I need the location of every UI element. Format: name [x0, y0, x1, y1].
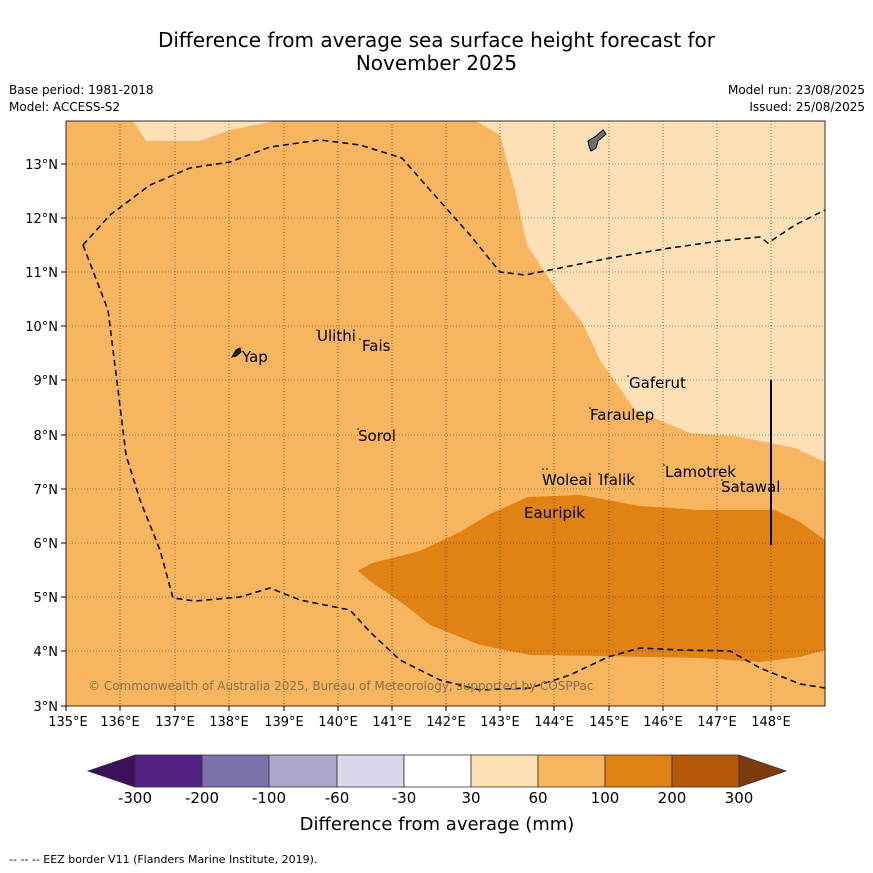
colorbar-tick: 30 [461, 789, 480, 807]
lon-label: 141°E [372, 715, 412, 730]
colorbar [86, 754, 788, 788]
lon-label: 143°E [480, 715, 520, 730]
colorbar-tick: -200 [185, 789, 219, 807]
guam-island [587, 129, 607, 152]
map-grid [66, 121, 825, 706]
map-title-line1: Difference from average sea surface heig… [157, 28, 716, 52]
colorbar-extend-low [86, 754, 136, 788]
model-name: Model: ACCESS-S2 [9, 100, 121, 114]
atoll-dots [316, 329, 723, 481]
lat-label: 10°N [25, 320, 58, 335]
colorbar-tick: 300 [725, 789, 754, 807]
place-label: Lamotrek [665, 463, 736, 481]
issued-date: Issued: 25/08/2025 [749, 100, 865, 114]
lat-label: 13°N [25, 158, 58, 173]
place-label: Sorol [358, 427, 396, 445]
lat-label: 3°N [34, 700, 59, 715]
lat-label: 12°N [25, 212, 58, 227]
colorbar-swatch [336, 754, 405, 788]
lat-label: 8°N [34, 429, 59, 444]
colorbar-tick: 60 [528, 789, 547, 807]
lon-label: 135°E [48, 715, 88, 730]
lat-label: 5°N [34, 591, 59, 606]
anomaly-30-60-region-northeast [476, 121, 825, 462]
place-label: Ifalik [599, 471, 635, 489]
anomaly-100-200-region [358, 495, 825, 662]
axis-ticks [61, 163, 772, 711]
lon-label: 139°E [264, 715, 304, 730]
colorbar-swatch [268, 754, 338, 788]
lat-label: 6°N [34, 537, 59, 552]
lon-label: 147°E [697, 715, 737, 730]
lon-label: 140°E [318, 715, 358, 730]
colorbar-label: Difference from average (mm) [300, 814, 575, 835]
colorbar-swatch [201, 754, 270, 788]
copyright-watermark: © Commonwealth of Australia 2025, Bureau… [88, 679, 593, 693]
colorbar-tick: -60 [325, 789, 350, 807]
place-label: Faraulep [590, 406, 654, 424]
colorbar-tick: -300 [118, 789, 152, 807]
colorbar-swatch [537, 754, 606, 788]
base-period: Base period: 1981-2018 [9, 83, 154, 97]
lon-label: 148°E [751, 715, 791, 730]
map-area: Yap Ulithi Fais Sorol Gaferut Faraulep W… [66, 121, 825, 706]
lon-label: 145°E [589, 715, 629, 730]
place-label: Gaferut [629, 374, 686, 392]
colorbar-extend-high [738, 754, 788, 788]
place-label: Fais [362, 337, 391, 355]
model-run: Model run: 23/08/2025 [727, 83, 865, 97]
place-label: Yap [241, 348, 268, 366]
lon-label: 142°E [426, 715, 466, 730]
eez-legend-footer: -- -- -- EEZ border V11 (Flanders Marine… [9, 853, 318, 866]
lon-label: 144°E [534, 715, 574, 730]
colorbar-swatch [671, 754, 740, 788]
place-label: Satawal [721, 478, 780, 496]
lon-label: 136°E [100, 715, 140, 730]
anomaly-30-60-region-top [133, 121, 275, 141]
colorbar-swatch [134, 754, 203, 788]
map-title-line2: November 2025 [355, 51, 518, 75]
colorbar-tick: 100 [591, 789, 620, 807]
place-label: Woleai [542, 471, 592, 489]
lon-label: 137°E [155, 715, 195, 730]
lon-label: 146°E [643, 715, 683, 730]
colorbar-swatch [470, 754, 539, 788]
place-label: Eauripik [524, 504, 585, 522]
lat-label: 7°N [34, 483, 59, 498]
colorbar-swatch [604, 754, 673, 788]
eez-border [82, 139, 825, 691]
lon-label: 138°E [209, 715, 249, 730]
colorbar-swatch [403, 754, 472, 788]
lat-label: 9°N [34, 374, 59, 389]
lat-label: 4°N [34, 645, 59, 660]
colorbar-tick: -30 [392, 789, 417, 807]
lat-label: 11°N [25, 266, 58, 281]
colorbar-tick: 200 [658, 789, 687, 807]
place-label: Ulithi [317, 327, 356, 345]
colorbar-tick: -100 [252, 789, 286, 807]
yap-island [230, 347, 242, 358]
